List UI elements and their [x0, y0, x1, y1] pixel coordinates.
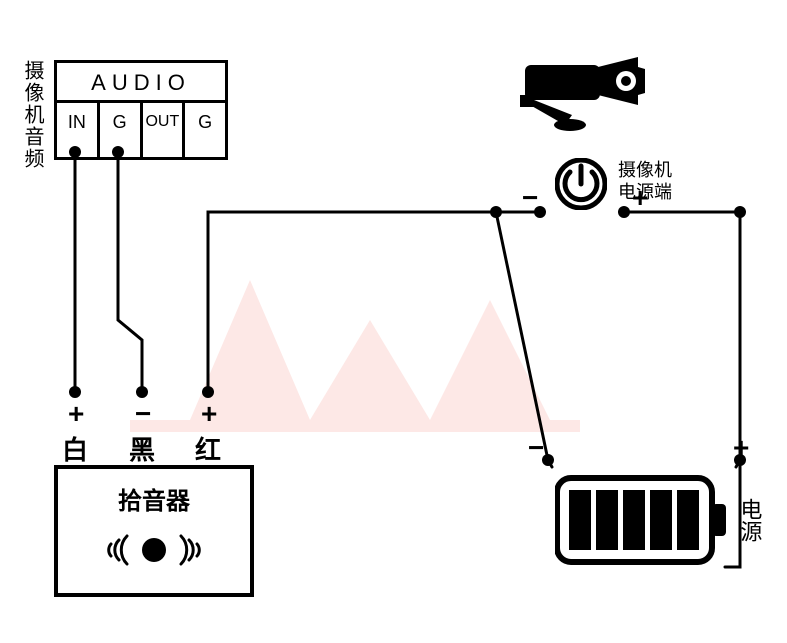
audio-terminal-block: AUDIO IN G OUT G: [54, 60, 228, 160]
node-batt-plus: [734, 454, 746, 466]
node-audio-g: [112, 146, 124, 158]
node-audio-in: [69, 146, 81, 158]
battery-icon: [555, 470, 730, 570]
node-cam-minus: [534, 206, 546, 218]
wire-label-white: 白: [62, 430, 88, 467]
mic-box: 拾音器: [54, 465, 254, 597]
wire-label-black: 黑: [129, 430, 155, 467]
polarity-red: +: [201, 398, 217, 430]
polarity-white: +: [68, 398, 84, 430]
node-right-top: [734, 206, 746, 218]
power-icon: [555, 158, 607, 210]
camera-icon: [520, 45, 650, 135]
mic-symbol: [58, 530, 250, 575]
node-bus-junction: [490, 206, 502, 218]
mic-title: 拾音器: [58, 481, 250, 516]
node-cam-plus: [618, 206, 630, 218]
node-mic-white: [69, 386, 81, 398]
polarity-cam-plus: +: [632, 182, 648, 214]
wire-label-red: 红: [195, 430, 221, 467]
camera-audio-label: 摄像机音频: [18, 60, 47, 170]
node-mic-red: [202, 386, 214, 398]
node-mic-black: [136, 386, 148, 398]
audio-terminal-out: OUT: [143, 103, 186, 160]
battery-label: 电源: [736, 498, 762, 542]
polarity-black: −: [135, 398, 151, 430]
audio-terminal-g2: G: [185, 103, 225, 160]
node-batt-minus: [542, 454, 554, 466]
audio-header: AUDIO: [57, 63, 225, 103]
